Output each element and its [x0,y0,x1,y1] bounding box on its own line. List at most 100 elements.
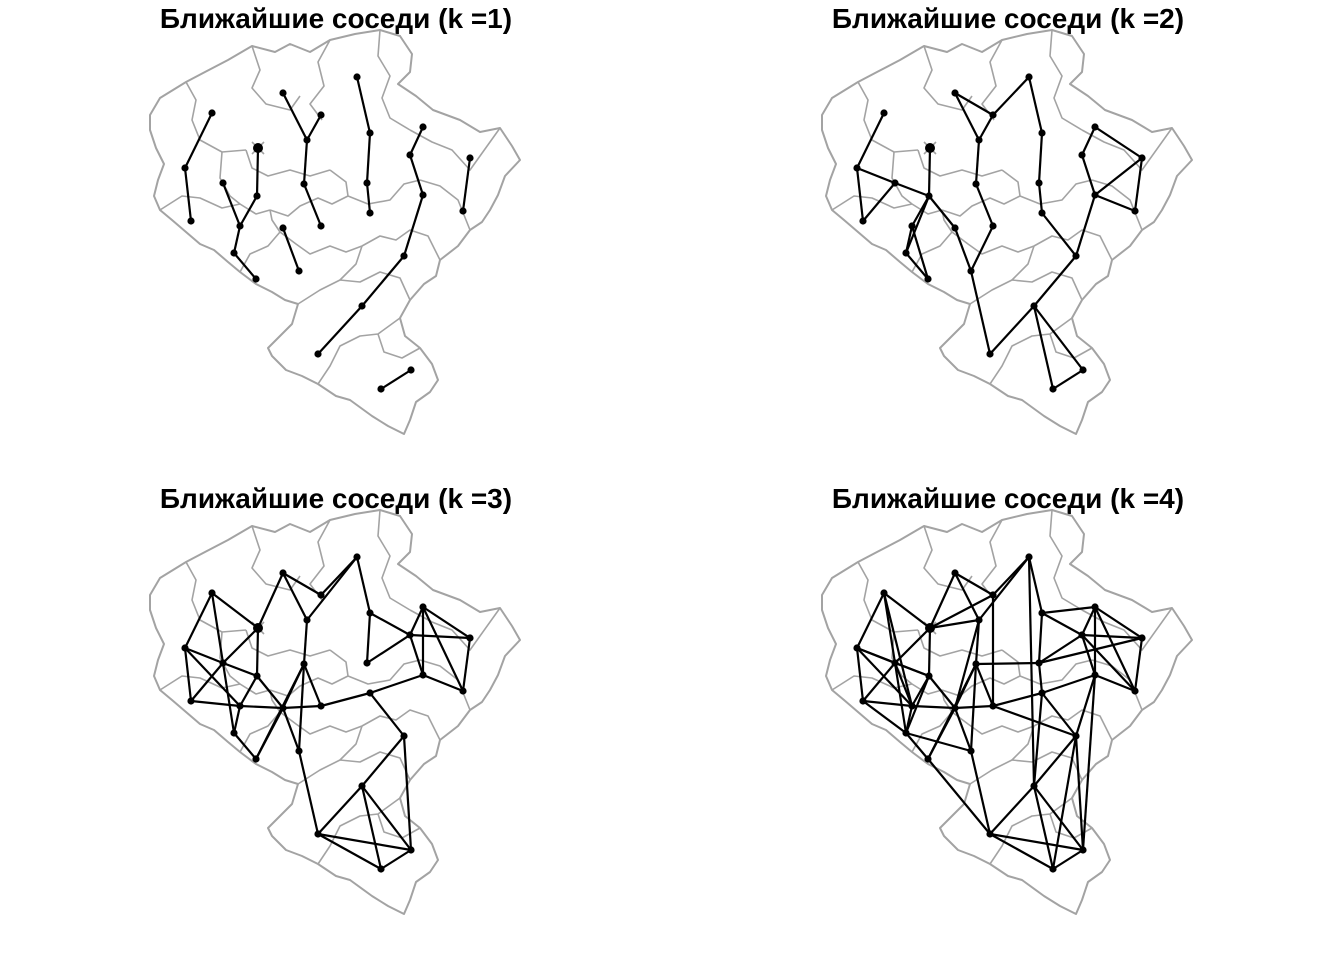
district-boundary [941,195,1021,217]
neighbor-edges [183,76,472,390]
neighbor-link [904,705,914,734]
district-boundary [219,151,271,215]
neighbor-link [282,572,322,596]
neighbor-link [1037,612,1044,664]
neighbor-map [821,29,1193,435]
district-boundary [339,245,363,281]
centroid-point [975,616,983,624]
neighbor-link [221,182,242,227]
neighbor-link [856,112,885,169]
centroid-point [951,224,959,232]
centroid-point [1091,603,1099,611]
neighbor-link [355,556,372,614]
centroid-point [419,671,427,679]
district-boundary [309,519,331,601]
region-outline [149,29,521,435]
centroid-point [1038,209,1046,217]
centroid-point [353,553,361,561]
centroid-point [303,136,311,144]
neighbor-link [953,619,981,709]
neighbor-map [821,509,1193,915]
centroid-point [208,589,216,597]
centroid-point [377,865,385,873]
neighbor-link [894,181,930,198]
centroid-point [317,702,325,710]
district-boundary [1049,29,1083,131]
district-boundary [981,519,1003,601]
neighbor-link [222,661,258,678]
centroid-point [181,644,189,652]
centroid-point [967,747,975,755]
district-boundary [377,333,421,359]
neighbor-link [989,305,1035,355]
neighbor-link [365,132,372,184]
district-boundary [951,231,1035,255]
neighbor-link [361,785,412,851]
district-centroids [181,553,474,873]
boundaries [149,509,521,915]
centroid-point [295,747,303,755]
neighbor-link [974,663,995,707]
centroid-point [880,109,888,117]
centroid-point [1072,732,1080,740]
centroid-point [187,217,195,225]
neighbor-link [992,704,1077,738]
centroid-point [975,136,983,144]
centroid-point [989,591,997,599]
centroid-point [253,672,261,680]
neighbor-link [408,634,425,676]
neighbor-link [905,252,929,280]
neighbor-link [1041,692,1077,737]
region-outline [149,509,521,915]
centroid-point [358,782,366,790]
centroid-point [314,350,322,358]
district-boundary [185,81,247,153]
neighbor-link [1094,673,1136,693]
centroid-point [419,191,427,199]
neighbor-link [894,661,930,678]
neighbor-link [855,647,865,702]
centroid-point [1091,191,1099,199]
neighbor-link [1032,785,1055,870]
neighbor-link [862,700,907,734]
centroid-point [366,609,374,617]
district-boundary [339,725,363,761]
centroid-point [891,659,899,667]
centroid-point [219,179,227,187]
centroid-point [230,249,238,257]
neighbor-link [953,227,973,272]
neighbor-link [978,114,994,141]
district-boundary [251,45,301,111]
centroid-point [1079,366,1087,374]
district-boundary [361,229,441,261]
district-boundary [989,317,1073,385]
neighbor-link [369,673,424,695]
neighbor-link [1094,193,1136,213]
neighbor-link [1081,674,1097,851]
neighbor-link [302,619,309,665]
centroid-point [908,702,916,710]
centroid-point [859,697,867,705]
district-boundary [245,629,331,657]
centroid-point [181,164,189,172]
district-boundary [297,751,411,785]
neighbor-link [1052,369,1084,390]
centroid-point [1078,151,1086,159]
centroid-point [1131,687,1139,695]
centroid-point [317,591,325,599]
neighbor-link [306,556,358,621]
centroid-point [252,275,260,283]
neighbor-link [317,785,363,835]
centroid-point [300,660,308,668]
district-boundary [409,607,501,651]
neighbor-link [255,627,260,677]
centroid-point [187,697,195,705]
neighbor-link [282,92,308,141]
neighbor-link [1080,154,1097,196]
neighbor-link [894,627,931,664]
neighbor-link [361,735,405,787]
centroid-point [459,687,467,695]
neighbor-link [1033,785,1084,851]
district-boundary [377,509,411,611]
neighbor-link [461,157,472,212]
